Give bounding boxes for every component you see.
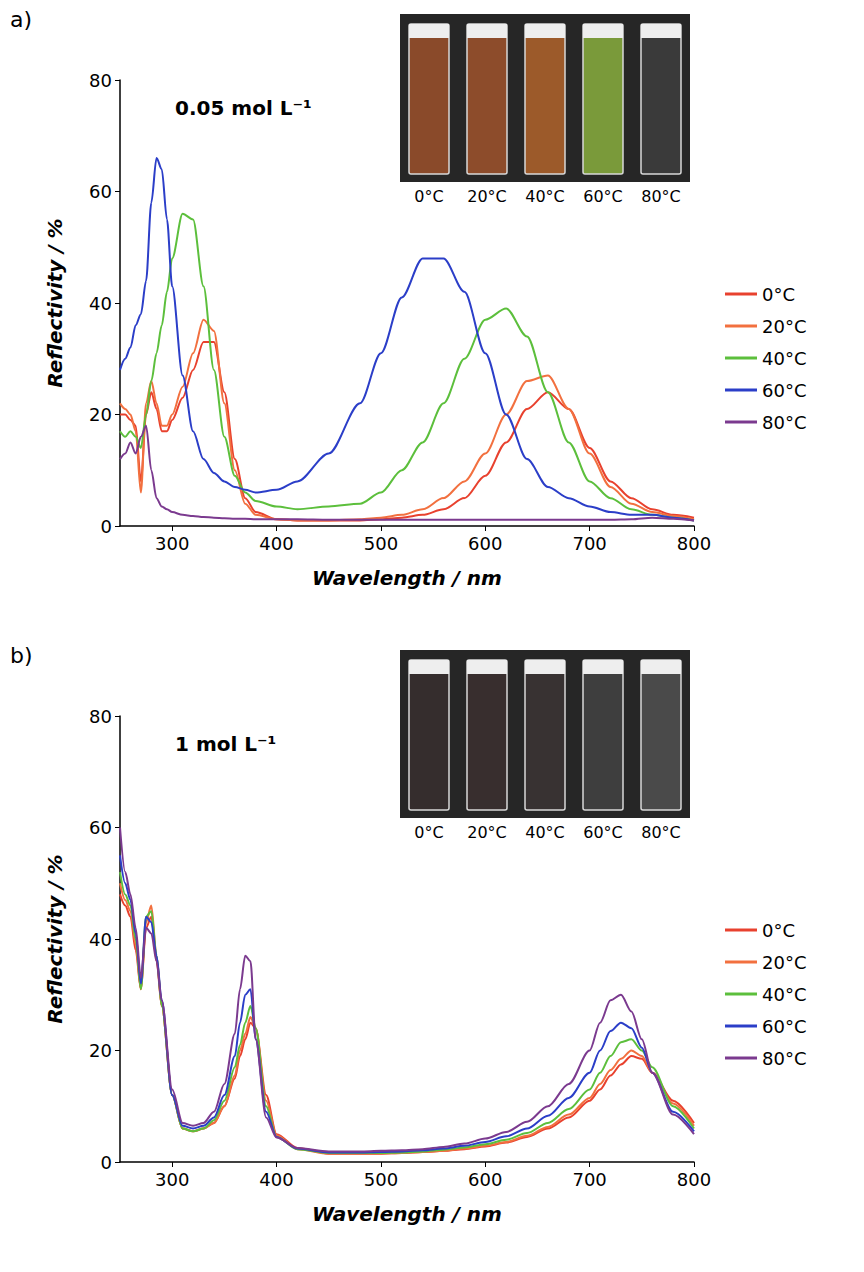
svg-text:20°C: 20°C	[762, 316, 806, 337]
svg-text:1 mol L⁻¹: 1 mol L⁻¹	[175, 732, 276, 756]
svg-text:Wavelength / nm: Wavelength / nm	[312, 566, 502, 590]
svg-text:0°C: 0°C	[762, 284, 795, 305]
svg-text:a): a)	[10, 7, 32, 32]
svg-text:20°C: 20°C	[467, 187, 507, 206]
svg-text:Reflectivity / %: Reflectivity / %	[43, 218, 67, 387]
svg-text:400: 400	[259, 1169, 293, 1190]
svg-text:40°C: 40°C	[525, 187, 565, 206]
svg-text:40°C: 40°C	[762, 348, 806, 369]
svg-text:0°C: 0°C	[414, 187, 443, 206]
svg-text:700: 700	[572, 533, 606, 554]
svg-text:400: 400	[259, 533, 293, 554]
svg-text:60°C: 60°C	[583, 823, 623, 842]
svg-text:40: 40	[89, 929, 112, 950]
svg-text:80°C: 80°C	[641, 823, 681, 842]
svg-text:600: 600	[468, 1169, 502, 1190]
svg-text:40°C: 40°C	[762, 984, 806, 1005]
svg-text:Wavelength / nm: Wavelength / nm	[312, 1202, 502, 1226]
svg-text:80°C: 80°C	[641, 187, 681, 206]
svg-text:20: 20	[89, 404, 112, 425]
svg-text:40: 40	[89, 293, 112, 314]
svg-text:80°C: 80°C	[762, 412, 806, 433]
svg-text:0°C: 0°C	[414, 823, 443, 842]
svg-text:60: 60	[89, 817, 112, 838]
svg-text:60°C: 60°C	[762, 380, 806, 401]
svg-text:80°C: 80°C	[762, 1048, 806, 1069]
svg-text:300: 300	[155, 533, 189, 554]
svg-text:60: 60	[89, 181, 112, 202]
svg-text:60°C: 60°C	[762, 1016, 806, 1037]
svg-text:500: 500	[364, 1169, 398, 1190]
svg-text:300: 300	[155, 1169, 189, 1190]
svg-text:800: 800	[677, 533, 711, 554]
svg-text:80: 80	[89, 70, 112, 91]
svg-text:20°C: 20°C	[467, 823, 507, 842]
svg-text:700: 700	[572, 1169, 606, 1190]
svg-text:0: 0	[101, 516, 112, 537]
svg-text:20°C: 20°C	[762, 952, 806, 973]
svg-text:Reflectivity / %: Reflectivity / %	[43, 854, 67, 1023]
svg-text:60°C: 60°C	[583, 187, 623, 206]
svg-text:40°C: 40°C	[525, 823, 565, 842]
svg-text:500: 500	[364, 533, 398, 554]
svg-text:0°C: 0°C	[762, 920, 795, 941]
svg-text:0: 0	[101, 1152, 112, 1173]
svg-text:600: 600	[468, 533, 502, 554]
svg-text:0.05 mol L⁻¹: 0.05 mol L⁻¹	[175, 96, 312, 120]
svg-text:b): b)	[10, 643, 33, 668]
svg-text:80: 80	[89, 706, 112, 727]
svg-text:20: 20	[89, 1040, 112, 1061]
svg-text:800: 800	[677, 1169, 711, 1190]
